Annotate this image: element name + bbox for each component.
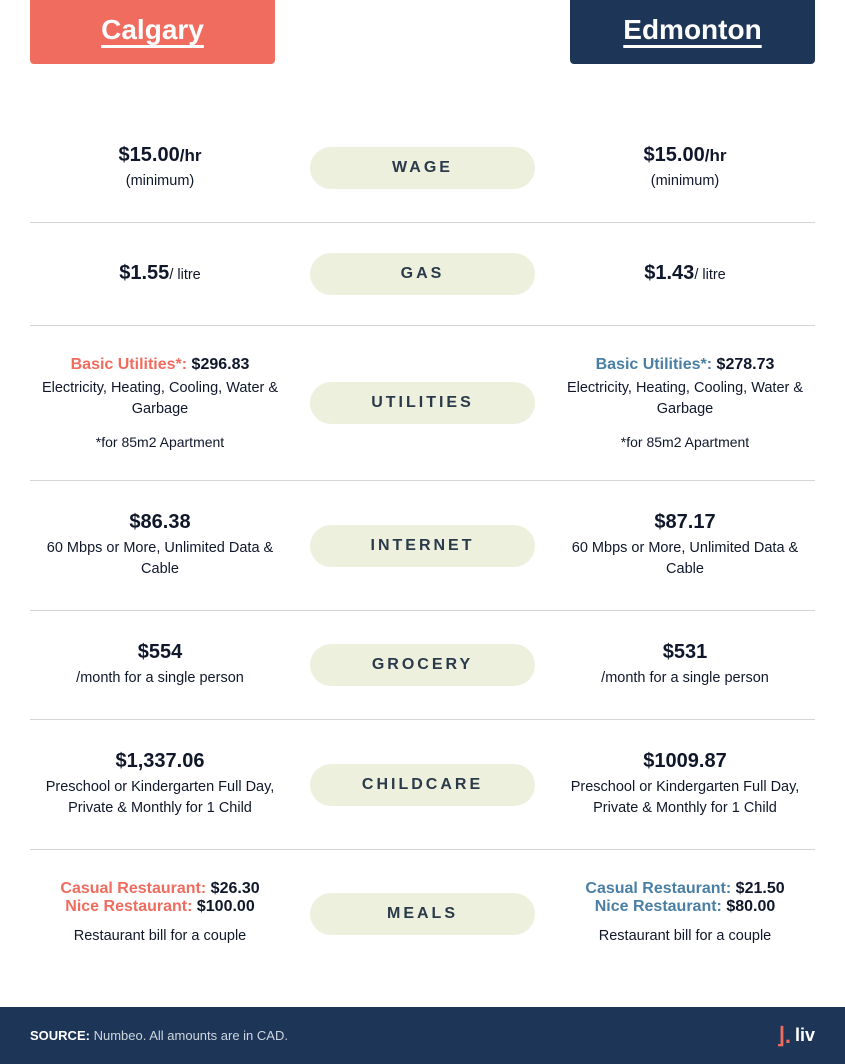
footer-bar: SOURCE: Numbeo. All amounts are in CAD. … [0, 1007, 845, 1064]
wage-right: $15.00/hr (minimum) [555, 144, 815, 192]
row-wage: $15.00/hr (minimum) WAGE $15.00/hr (mini… [30, 114, 815, 223]
utilities-right-label: Basic Utilities*: [596, 356, 712, 373]
childcare-left-value: $1,337.06 [30, 750, 290, 773]
grocery-right-sub: /month for a single person [555, 668, 815, 689]
gas-right: $1.43/ litre [555, 262, 815, 286]
source-label: SOURCE: [30, 1028, 90, 1043]
utilities-left: Basic Utilities*: $296.83 Electricity, H… [30, 356, 290, 450]
gas-right-unit: / litre [694, 267, 725, 283]
utilities-left-label: Basic Utilities*: [71, 356, 187, 373]
meals-right-nice-value: $80.00 [726, 898, 775, 915]
grocery-right: $531 /month for a single person [555, 641, 815, 689]
grocery-left: $554 /month for a single person [30, 641, 290, 689]
utilities-right: Basic Utilities*: $278.73 Electricity, H… [555, 356, 815, 450]
utilities-left-sub: Electricity, Heating, Cooling, Water & G… [30, 378, 290, 420]
childcare-left-sub: Preschool or Kindergarten Full Day, Priv… [30, 777, 290, 819]
internet-right: $87.17 60 Mbps or More, Unlimited Data &… [555, 511, 815, 580]
gas-left-value: $1.55 [119, 262, 169, 284]
meals-right-nice-label: Nice Restaurant: [595, 898, 722, 915]
row-childcare: $1,337.06 Preschool or Kindergarten Full… [30, 720, 815, 850]
meals-left-nice-label: Nice Restaurant: [65, 898, 192, 915]
city-badge-left: Calgary [30, 0, 275, 64]
meals-right-casual-value: $21.50 [736, 880, 785, 897]
row-internet: $86.38 60 Mbps or More, Unlimited Data &… [30, 481, 815, 611]
wage-left: $15.00/hr (minimum) [30, 144, 290, 192]
utilities-right-note: *for 85m2 Apartment [555, 434, 815, 450]
category-pill-meals: MEALS [310, 893, 535, 935]
meals-right-casual-label: Casual Restaurant: [585, 880, 731, 897]
gas-left-unit: / litre [169, 267, 200, 283]
meals-right-sub: Restaurant bill for a couple [555, 926, 815, 947]
brand-logo: ⌋. liv [776, 1025, 815, 1046]
internet-left-value: $86.38 [30, 511, 290, 534]
row-gas: $1.55/ litre GAS $1.43/ litre [30, 223, 815, 326]
childcare-right: $1009.87 Preschool or Kindergarten Full … [555, 750, 815, 819]
utilities-left-value: $296.83 [192, 356, 250, 373]
utilities-left-note: *for 85m2 Apartment [30, 434, 290, 450]
city-headers: Calgary Edmonton [30, 0, 815, 64]
childcare-right-sub: Preschool or Kindergarten Full Day, Priv… [555, 777, 815, 819]
source-line: SOURCE: Numbeo. All amounts are in CAD. [30, 1028, 288, 1043]
category-pill-wage: WAGE [310, 147, 535, 189]
category-pill-gas: GAS [310, 253, 535, 295]
childcare-left: $1,337.06 Preschool or Kindergarten Full… [30, 750, 290, 819]
internet-right-sub: 60 Mbps or More, Unlimited Data & Cable [555, 538, 815, 580]
wage-left-value: $15.00 [119, 144, 180, 166]
brand-name: liv [795, 1025, 815, 1046]
source-text: Numbeo. All amounts are in CAD. [94, 1028, 288, 1043]
internet-left-sub: 60 Mbps or More, Unlimited Data & Cable [30, 538, 290, 580]
wage-right-unit: /hr [705, 146, 727, 165]
meals-left-casual-value: $26.30 [211, 880, 260, 897]
internet-left: $86.38 60 Mbps or More, Unlimited Data &… [30, 511, 290, 580]
row-meals: Casual Restaurant: $26.30 Nice Restauran… [30, 850, 815, 977]
meals-left-nice-value: $100.00 [197, 898, 255, 915]
category-pill-childcare: CHILDCARE [310, 764, 535, 806]
childcare-right-value: $1009.87 [555, 750, 815, 773]
category-pill-internet: INTERNET [310, 525, 535, 567]
wage-right-value: $15.00 [644, 144, 705, 166]
gas-right-value: $1.43 [644, 262, 694, 284]
gas-left: $1.55/ litre [30, 262, 290, 286]
row-utilities: Basic Utilities*: $296.83 Electricity, H… [30, 326, 815, 481]
comparison-infographic: Calgary Edmonton $15.00/hr (minimum) WAG… [0, 0, 845, 977]
wage-right-sub: (minimum) [555, 171, 815, 192]
utilities-right-sub: Electricity, Heating, Cooling, Water & G… [555, 378, 815, 420]
meals-left: Casual Restaurant: $26.30 Nice Restauran… [30, 880, 290, 947]
utilities-right-value: $278.73 [717, 356, 775, 373]
meals-left-casual-label: Casual Restaurant: [60, 880, 206, 897]
internet-right-value: $87.17 [555, 511, 815, 534]
city-badge-right: Edmonton [570, 0, 815, 64]
grocery-left-sub: /month for a single person [30, 668, 290, 689]
category-pill-grocery: GROCERY [310, 644, 535, 686]
wage-left-unit: /hr [180, 146, 202, 165]
wage-left-sub: (minimum) [30, 171, 290, 192]
meals-right: Casual Restaurant: $21.50 Nice Restauran… [555, 880, 815, 947]
row-grocery: $554 /month for a single person GROCERY … [30, 611, 815, 720]
meals-left-sub: Restaurant bill for a couple [30, 926, 290, 947]
grocery-right-value: $531 [555, 641, 815, 664]
category-pill-utilities: UTILITIES [310, 382, 535, 424]
grocery-left-value: $554 [30, 641, 290, 664]
